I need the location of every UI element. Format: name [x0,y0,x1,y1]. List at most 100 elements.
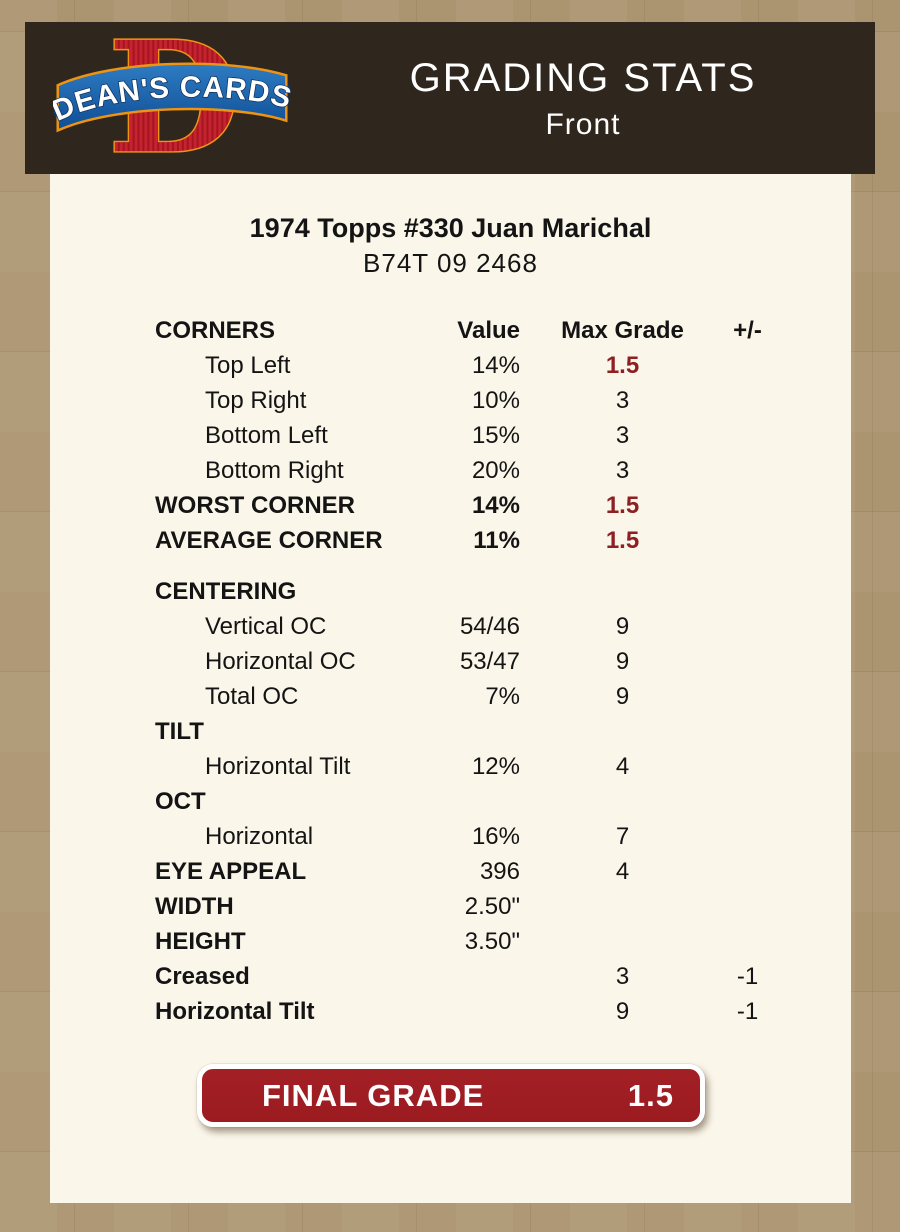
row-value: 12% [471,753,520,780]
row-plus-minus [705,348,790,383]
table-row: Total OC 7% 9 [155,679,851,714]
row-max-grade: 1.5 [605,527,640,554]
final-grade-value: 1.5 [627,1077,674,1113]
row-label: Bottom Left [205,422,328,449]
row-value: 14% [471,352,520,379]
row-value [450,574,520,609]
page-title: GRADING STATS [409,55,757,100]
table-row: Top Left 14% 1.5 [155,348,851,383]
table-row: TILT [155,714,851,749]
row-plus-minus [705,784,790,819]
final-grade-label: FINAL GRADE [262,1077,485,1113]
header: D DEAN'S CARDS GRADING STATS Front [25,22,875,174]
row-plus-minus [705,749,790,784]
row-label: Horizontal Tilt [205,753,351,780]
table-row: Top Right 10% 3 [155,383,851,418]
row-plus-minus [705,383,790,418]
row-label: EYE APPEAL [155,858,307,885]
row-value [450,714,520,749]
row-label: WORST CORNER [155,492,355,519]
table-row: HEIGHT 3.50" [155,924,851,959]
row-value: 396 [479,858,520,885]
ribbon-banner-icon [56,62,288,133]
table-row: CENTERING [155,574,851,609]
table-row: Vertical OC 54/46 9 [155,609,851,644]
table-row: Creased 3 -1 [155,959,851,994]
table-row: WORST CORNER 14% 1.5 [155,488,851,523]
column-header-section: CORNERS [155,317,276,344]
row-plus-minus [705,523,790,558]
row-max-grade: 3 [615,387,630,414]
row-plus-minus [705,819,790,854]
row-label: CENTERING [155,578,297,605]
table-row: Horizontal 16% 7 [155,819,851,854]
deans-cards-logo[interactable]: D DEAN'S CARDS [53,32,291,164]
row-label: Horizontal OC [205,648,356,675]
final-grade-button[interactable]: FINAL GRADE 1.5 [197,1064,705,1127]
row-max-grade [540,889,705,924]
row-max-grade: 3 [615,422,630,449]
row-value: 7% [485,683,520,710]
row-plus-minus [705,418,790,453]
row-label: HEIGHT [155,928,246,955]
row-plus-minus [705,714,790,749]
row-value: 11% [473,527,520,554]
row-label: Bottom Right [205,457,344,484]
row-max-grade: 4 [615,753,630,780]
row-max-grade [540,714,705,749]
table-row: Bottom Right 20% 3 [155,453,851,488]
row-plus-minus [705,453,790,488]
column-header-max-grade: Max Grade [561,317,684,344]
table-header-row: CORNERS Value Max Grade +/- [155,313,851,348]
row-max-grade: 7 [615,823,630,850]
table-row: Horizontal Tilt 9 -1 [155,994,851,1029]
table-row: WIDTH 2.50" [155,889,851,924]
page-subtitle: Front [545,107,621,141]
row-label: Top Right [205,387,307,414]
row-max-grade: 4 [615,858,630,885]
row-value: 16% [471,823,520,850]
row-label: Horizontal Tilt [155,998,315,1025]
row-value: 53/47 [459,648,520,675]
row-value: 3.50" [464,928,520,955]
table-row: EYE APPEAL 396 4 [155,854,851,889]
row-value: 20% [471,457,520,484]
row-plus-minus [705,924,790,959]
row-label: Horizontal [205,823,314,850]
row-max-grade [540,574,705,609]
row-label: Top Left [205,352,291,379]
row-value [450,959,520,994]
row-label: Creased [155,963,250,990]
row-plus-minus [705,644,790,679]
row-label: TILT [155,718,204,745]
report-panel: 1974 Topps #330 Juan Marichal B74T 09 24… [50,174,851,1203]
row-max-grade: 9 [615,683,630,710]
table-row: Horizontal Tilt 12% 4 [155,749,851,784]
row-plus-minus [705,488,790,523]
row-max-grade: 3 [615,457,630,484]
row-value: 54/46 [459,613,520,640]
cert-number: B74T 09 2468 [363,248,538,278]
row-plus-minus: -1 [736,998,759,1025]
table-rows: Top Left 14% 1.5 Top Right 10% 3 Bottom … [155,348,851,1029]
row-plus-minus: -1 [736,963,759,990]
row-value [450,994,520,1029]
row-max-grade [540,924,705,959]
table-row: Horizontal OC 53/47 9 [155,644,851,679]
row-max-grade: 9 [615,998,630,1025]
row-max-grade: 9 [615,613,630,640]
header-titles: GRADING STATS Front [291,56,875,141]
row-value: 14% [471,492,520,519]
row-max-grade [540,784,705,819]
row-plus-minus [705,609,790,644]
column-header-value: Value [457,317,520,344]
row-max-grade: 1.5 [605,352,640,379]
row-label: AVERAGE CORNER [155,527,383,554]
row-label: Total OC [205,683,299,710]
table-row: AVERAGE CORNER 11% 1.5 [155,523,851,558]
row-max-grade: 9 [615,648,630,675]
row-plus-minus [705,889,790,924]
row-plus-minus [705,854,790,889]
grading-table: CORNERS Value Max Grade +/- Top Left 14%… [155,313,851,1029]
